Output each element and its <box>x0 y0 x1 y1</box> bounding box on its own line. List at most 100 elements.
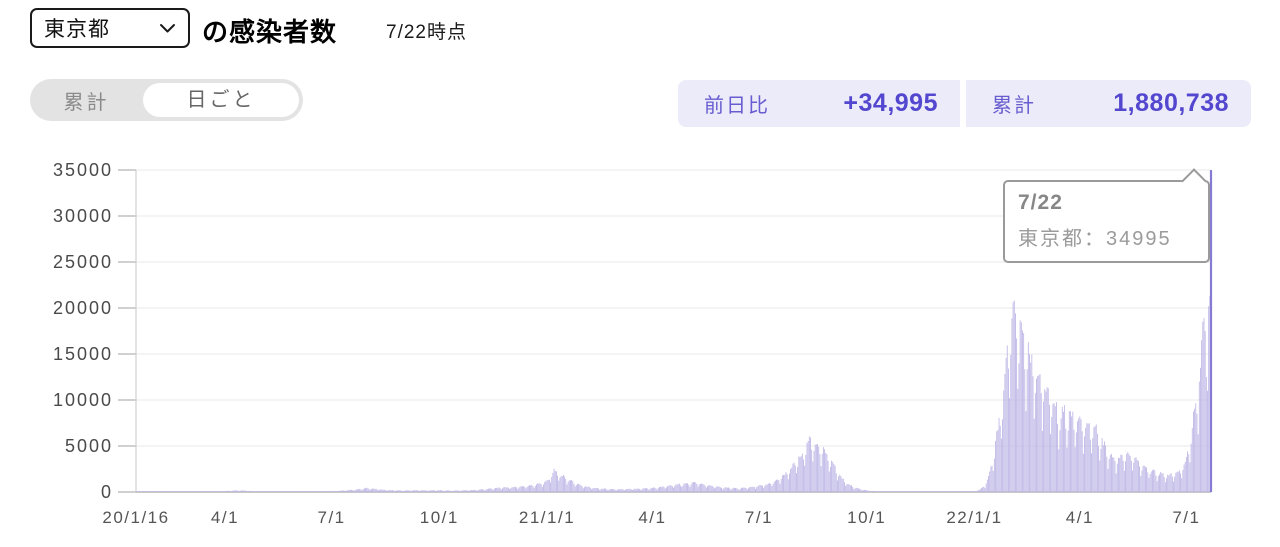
bar <box>715 487 717 492</box>
bar <box>894 491 896 492</box>
bar <box>847 484 849 492</box>
bar <box>468 490 470 492</box>
bar <box>615 490 617 492</box>
bar <box>313 491 315 492</box>
bar <box>1102 445 1104 492</box>
x-tick-label: 4/1 <box>1066 508 1094 527</box>
bar <box>671 486 673 492</box>
bar <box>372 488 373 492</box>
bar <box>509 489 510 492</box>
bar <box>283 491 284 492</box>
bar <box>416 490 418 492</box>
bar <box>853 488 855 492</box>
bar <box>1146 467 1148 492</box>
bar <box>192 491 194 492</box>
bar <box>474 489 475 492</box>
bar <box>1200 367 1201 492</box>
bar <box>637 488 639 492</box>
prefecture-select-value: 東京都 <box>44 18 110 41</box>
bar <box>457 490 459 492</box>
bar <box>450 490 452 492</box>
x-tick-label: 22/1/1 <box>946 508 1002 527</box>
bar <box>635 488 637 492</box>
bar <box>148 491 150 492</box>
bar <box>471 489 473 492</box>
bar <box>321 491 323 492</box>
bar <box>614 489 616 492</box>
bar <box>1084 436 1085 492</box>
bar <box>141 491 143 492</box>
bar <box>1166 478 1167 492</box>
bar <box>937 491 939 492</box>
bar <box>815 444 817 492</box>
bar <box>393 490 395 492</box>
bar <box>767 483 769 492</box>
bar <box>961 491 963 492</box>
bar <box>1193 411 1194 492</box>
bar <box>154 491 156 492</box>
bar <box>692 482 694 492</box>
toggle-daily[interactable]: 日ごと <box>143 83 299 117</box>
bar <box>652 488 653 492</box>
axis-labels: 0 5000 10000 15000 20000 25000 30000 35000 20/1/… <box>53 160 1199 527</box>
bar <box>294 491 296 492</box>
bar <box>235 490 236 492</box>
bar <box>595 488 597 492</box>
bar <box>225 490 227 492</box>
bar <box>952 491 954 492</box>
bar <box>198 491 200 492</box>
bar <box>737 488 739 492</box>
bar <box>1058 449 1060 492</box>
bar <box>150 491 152 492</box>
bar <box>1107 469 1109 492</box>
bar <box>698 484 700 492</box>
bar <box>472 489 474 492</box>
bars[interactable] <box>135 170 1213 492</box>
bar <box>682 485 684 492</box>
bar <box>848 484 850 492</box>
bar <box>1040 393 1042 492</box>
bar <box>191 491 193 492</box>
bar <box>251 491 253 492</box>
bar <box>705 487 707 492</box>
bar <box>568 480 570 492</box>
bar <box>157 491 159 492</box>
bar <box>740 487 742 492</box>
bar <box>161 491 163 492</box>
bar <box>369 489 371 492</box>
daily-cases-bar-chart[interactable]: 0 5000 10000 15000 20000 25000 30000 35000 20/1/… <box>0 150 1280 547</box>
bar <box>1051 416 1053 492</box>
bar <box>646 488 647 492</box>
bar <box>554 470 556 492</box>
bar <box>532 486 534 492</box>
bar <box>911 491 913 492</box>
bar <box>1162 472 1164 492</box>
toggle-cumulative[interactable]: 累計 <box>63 91 110 114</box>
bar <box>824 449 825 492</box>
bar <box>835 473 837 492</box>
bar <box>1141 470 1143 492</box>
bar <box>296 491 297 492</box>
bar <box>560 476 562 492</box>
bar <box>774 480 776 492</box>
bar <box>478 489 480 492</box>
bar <box>498 487 500 492</box>
bar <box>1142 465 1144 492</box>
bar <box>516 487 518 492</box>
bar <box>224 491 226 492</box>
mode-toggle: 累計 日ごと <box>30 79 303 121</box>
bar <box>834 465 836 492</box>
bar <box>832 461 834 492</box>
bar <box>1073 429 1075 492</box>
bar <box>431 490 433 492</box>
bar <box>676 484 678 492</box>
bar <box>664 488 666 492</box>
prefecture-select[interactable]: 東京都 <box>30 8 190 48</box>
bar <box>997 429 999 492</box>
bar <box>838 476 840 492</box>
bar <box>137 491 139 492</box>
bar <box>718 486 720 492</box>
bar <box>573 483 575 492</box>
bar <box>149 491 151 492</box>
bar <box>701 483 703 492</box>
